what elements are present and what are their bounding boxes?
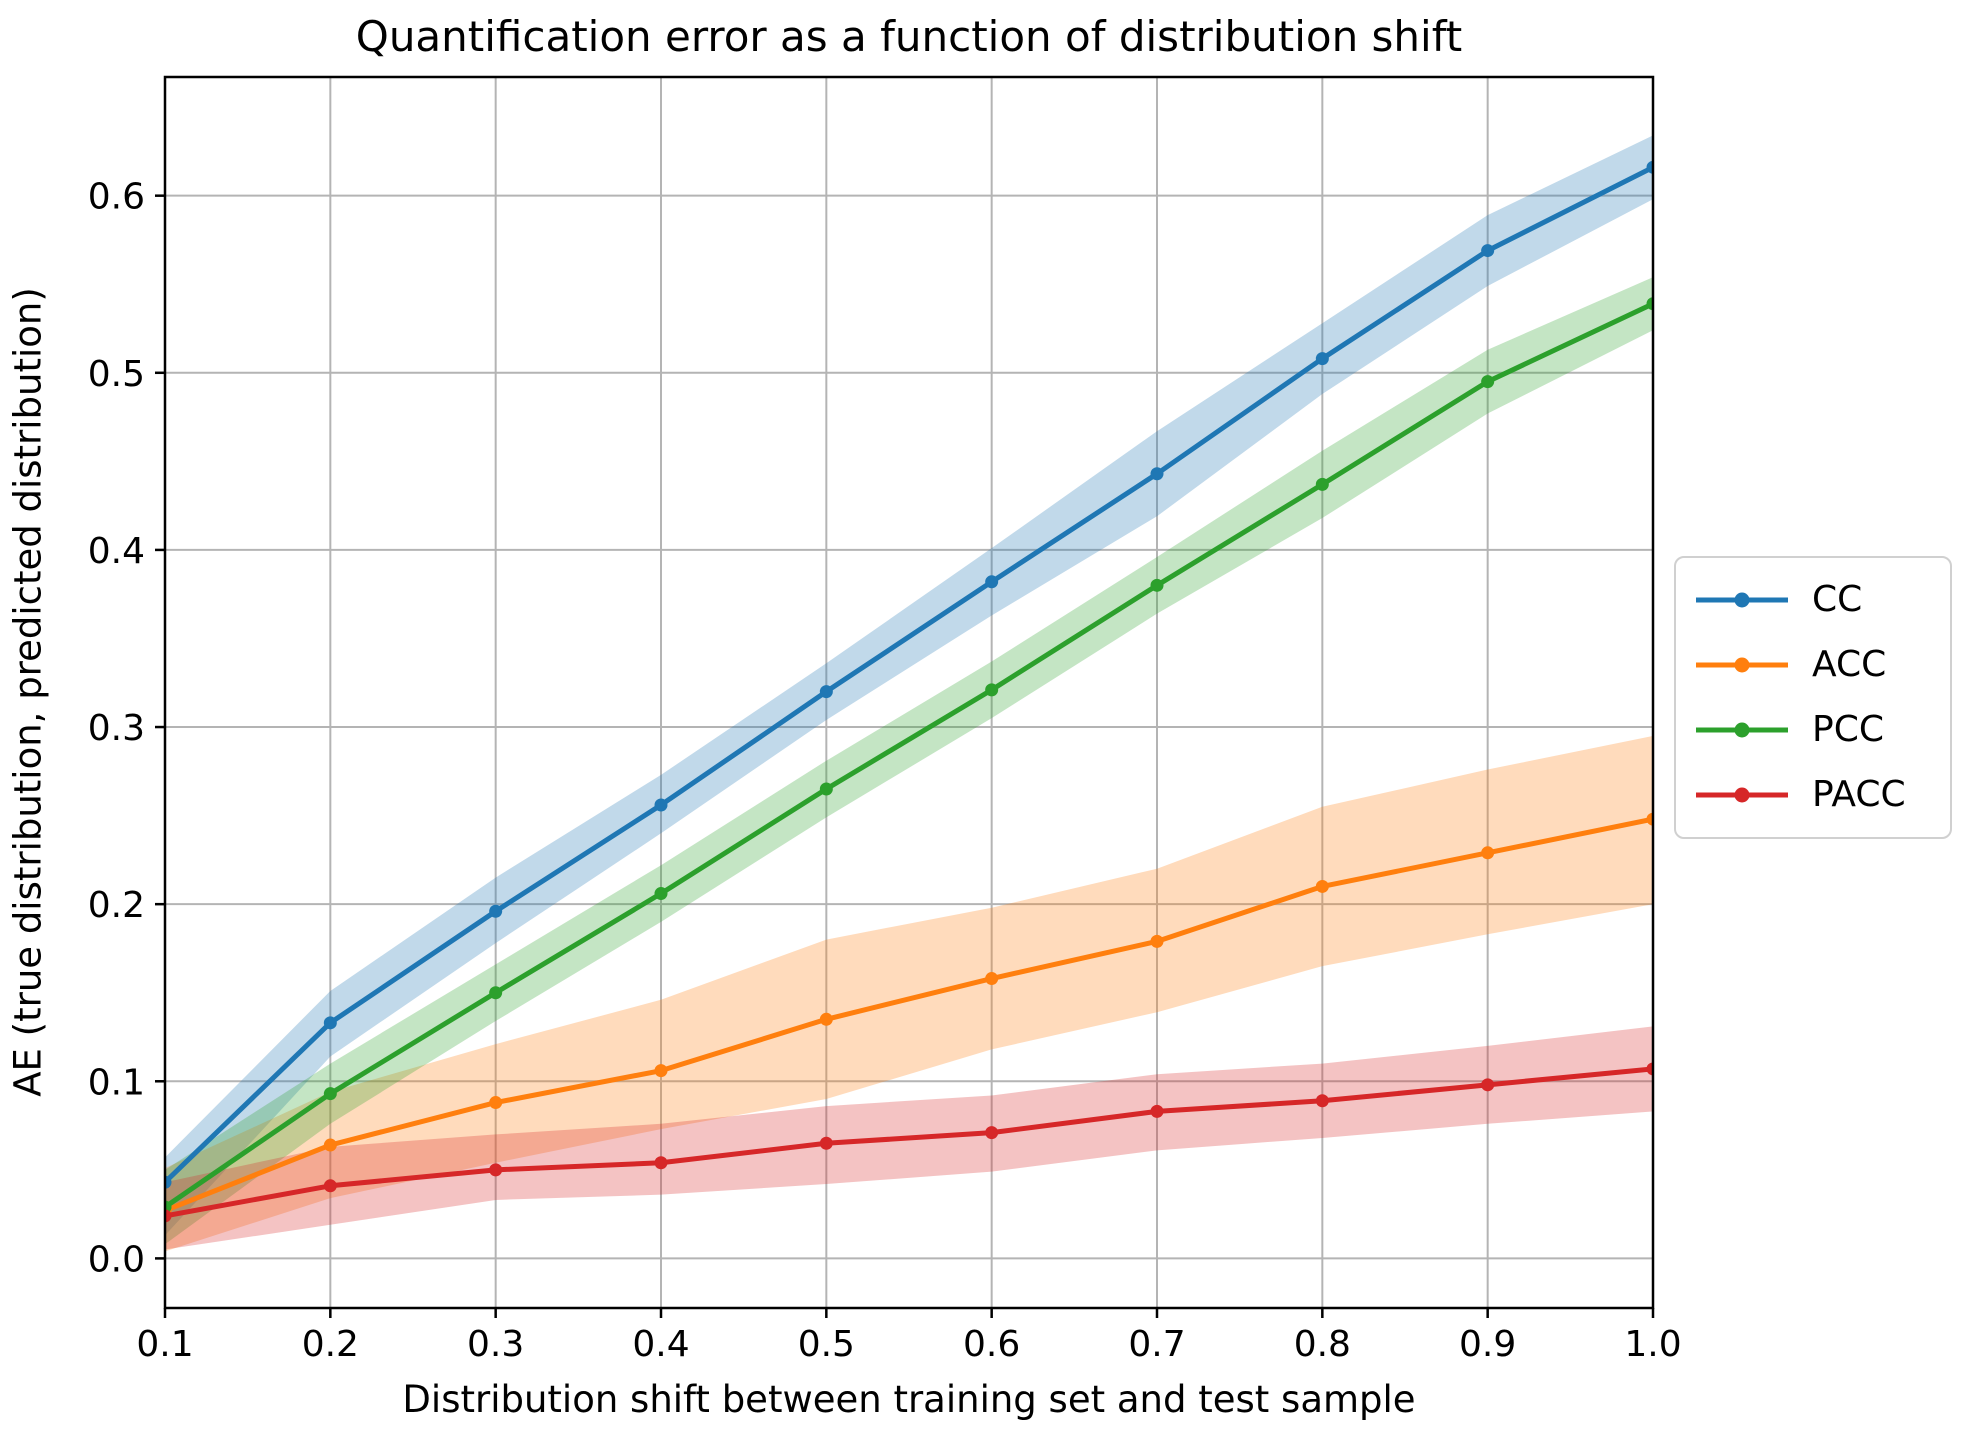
- x-tick-label: 0.3: [467, 1324, 524, 1365]
- series-marker-PCC: [323, 1087, 337, 1101]
- x-tick-label: 0.6: [963, 1324, 1020, 1365]
- series-marker-PCC: [1315, 477, 1329, 491]
- series-marker-PCC: [1646, 297, 1653, 311]
- series-marker-PACC: [1646, 1062, 1653, 1076]
- series-marker-PCC: [1150, 578, 1164, 592]
- series-marker-CC: [165, 1175, 172, 1189]
- series-marker-ACC: [1481, 846, 1495, 860]
- series-marker-ACC: [1315, 879, 1329, 893]
- y-tick-label: 0.2: [88, 885, 145, 926]
- series-marker-PACC: [654, 1156, 668, 1170]
- x-tick-label: 0.8: [1294, 1324, 1351, 1365]
- series-marker-CC: [1150, 467, 1164, 481]
- y-tick-label: 0.1: [88, 1062, 145, 1103]
- series-marker-CC: [1481, 244, 1495, 258]
- x-tick-label: 0.1: [136, 1324, 193, 1365]
- series-marker-PCC: [489, 986, 503, 1000]
- legend-label: CC: [1812, 579, 1863, 620]
- legend-label: ACC: [1812, 644, 1887, 685]
- series-marker-CC: [654, 798, 668, 812]
- legend-line-swatch: [1696, 657, 1788, 673]
- legend-line-swatch: [1696, 787, 1788, 803]
- series-marker-ACC: [819, 1012, 833, 1026]
- series-marker-PACC: [985, 1126, 999, 1140]
- series-marker-ACC: [654, 1064, 668, 1078]
- legend-label: PACC: [1812, 774, 1906, 815]
- x-axis-label: Distribution shift between training set …: [402, 1378, 1416, 1421]
- series-marker-CC: [1646, 160, 1653, 174]
- chart-title: Quantification error as a function of di…: [355, 12, 1463, 61]
- series-marker-PACC: [489, 1163, 503, 1177]
- series-marker-PCC: [819, 782, 833, 796]
- series-band-CC: [165, 135, 1653, 1236]
- series-line-ACC: [165, 816, 1653, 1213]
- x-tick-label: 0.7: [1128, 1324, 1185, 1365]
- series-band-PCC: [165, 277, 1653, 1245]
- legend-label: PCC: [1812, 709, 1884, 750]
- x-tick-label: 0.2: [302, 1324, 359, 1365]
- series-marker-ACC: [323, 1138, 337, 1152]
- series-marker-PCC: [654, 887, 668, 901]
- y-tick-label: 0.5: [88, 354, 145, 395]
- axes-spines: [163, 75, 1655, 1310]
- y-tick-label: 0.4: [88, 531, 145, 572]
- series-marker-PACC: [165, 1209, 172, 1223]
- x-tick-label: 0.9: [1459, 1324, 1516, 1365]
- x-tick-label: 0.5: [798, 1324, 855, 1365]
- series-marker-CC: [819, 685, 833, 699]
- series-marker-PCC: [985, 683, 999, 697]
- series-band-ACC: [165, 735, 1653, 1252]
- series-marker-ACC: [489, 1096, 503, 1110]
- series-marker-PACC: [1481, 1078, 1495, 1092]
- series-marker-PACC: [819, 1136, 833, 1150]
- series-line-CC: [165, 165, 1653, 1185]
- legend-item-PCC: PCC: [1694, 704, 1932, 756]
- series-line-PCC: [165, 301, 1653, 1210]
- legend: CC ACC PCC PACC: [1674, 556, 1952, 839]
- series-marker-PACC: [1315, 1094, 1329, 1108]
- y-tick-label: 0.6: [88, 177, 145, 218]
- series-marker-PACC: [1150, 1104, 1164, 1118]
- series-line-PACC: [165, 1066, 1653, 1219]
- series-marker-PCC: [1481, 375, 1495, 389]
- series-marker-CC: [1315, 352, 1329, 366]
- y-tick-label: 0.0: [88, 1239, 145, 1280]
- legend-item-PACC: PACC: [1694, 769, 1932, 821]
- legend-item-CC: CC: [1694, 574, 1932, 626]
- x-tick-label: 0.4: [632, 1324, 689, 1365]
- series-marker-ACC: [985, 972, 999, 986]
- x-tick-label: 1.0: [1624, 1324, 1681, 1365]
- series-marker-PACC: [323, 1179, 337, 1193]
- y-tick-label: 0.3: [88, 708, 145, 749]
- legend-line-swatch: [1696, 722, 1788, 738]
- legend-item-ACC: ACC: [1694, 639, 1932, 691]
- series-marker-ACC: [1646, 812, 1653, 826]
- legend-line-swatch: [1696, 592, 1788, 608]
- series-marker-ACC: [1150, 934, 1164, 948]
- series-marker-CC: [489, 904, 503, 918]
- series-marker-CC: [985, 575, 999, 589]
- series-marker-CC: [323, 1016, 337, 1030]
